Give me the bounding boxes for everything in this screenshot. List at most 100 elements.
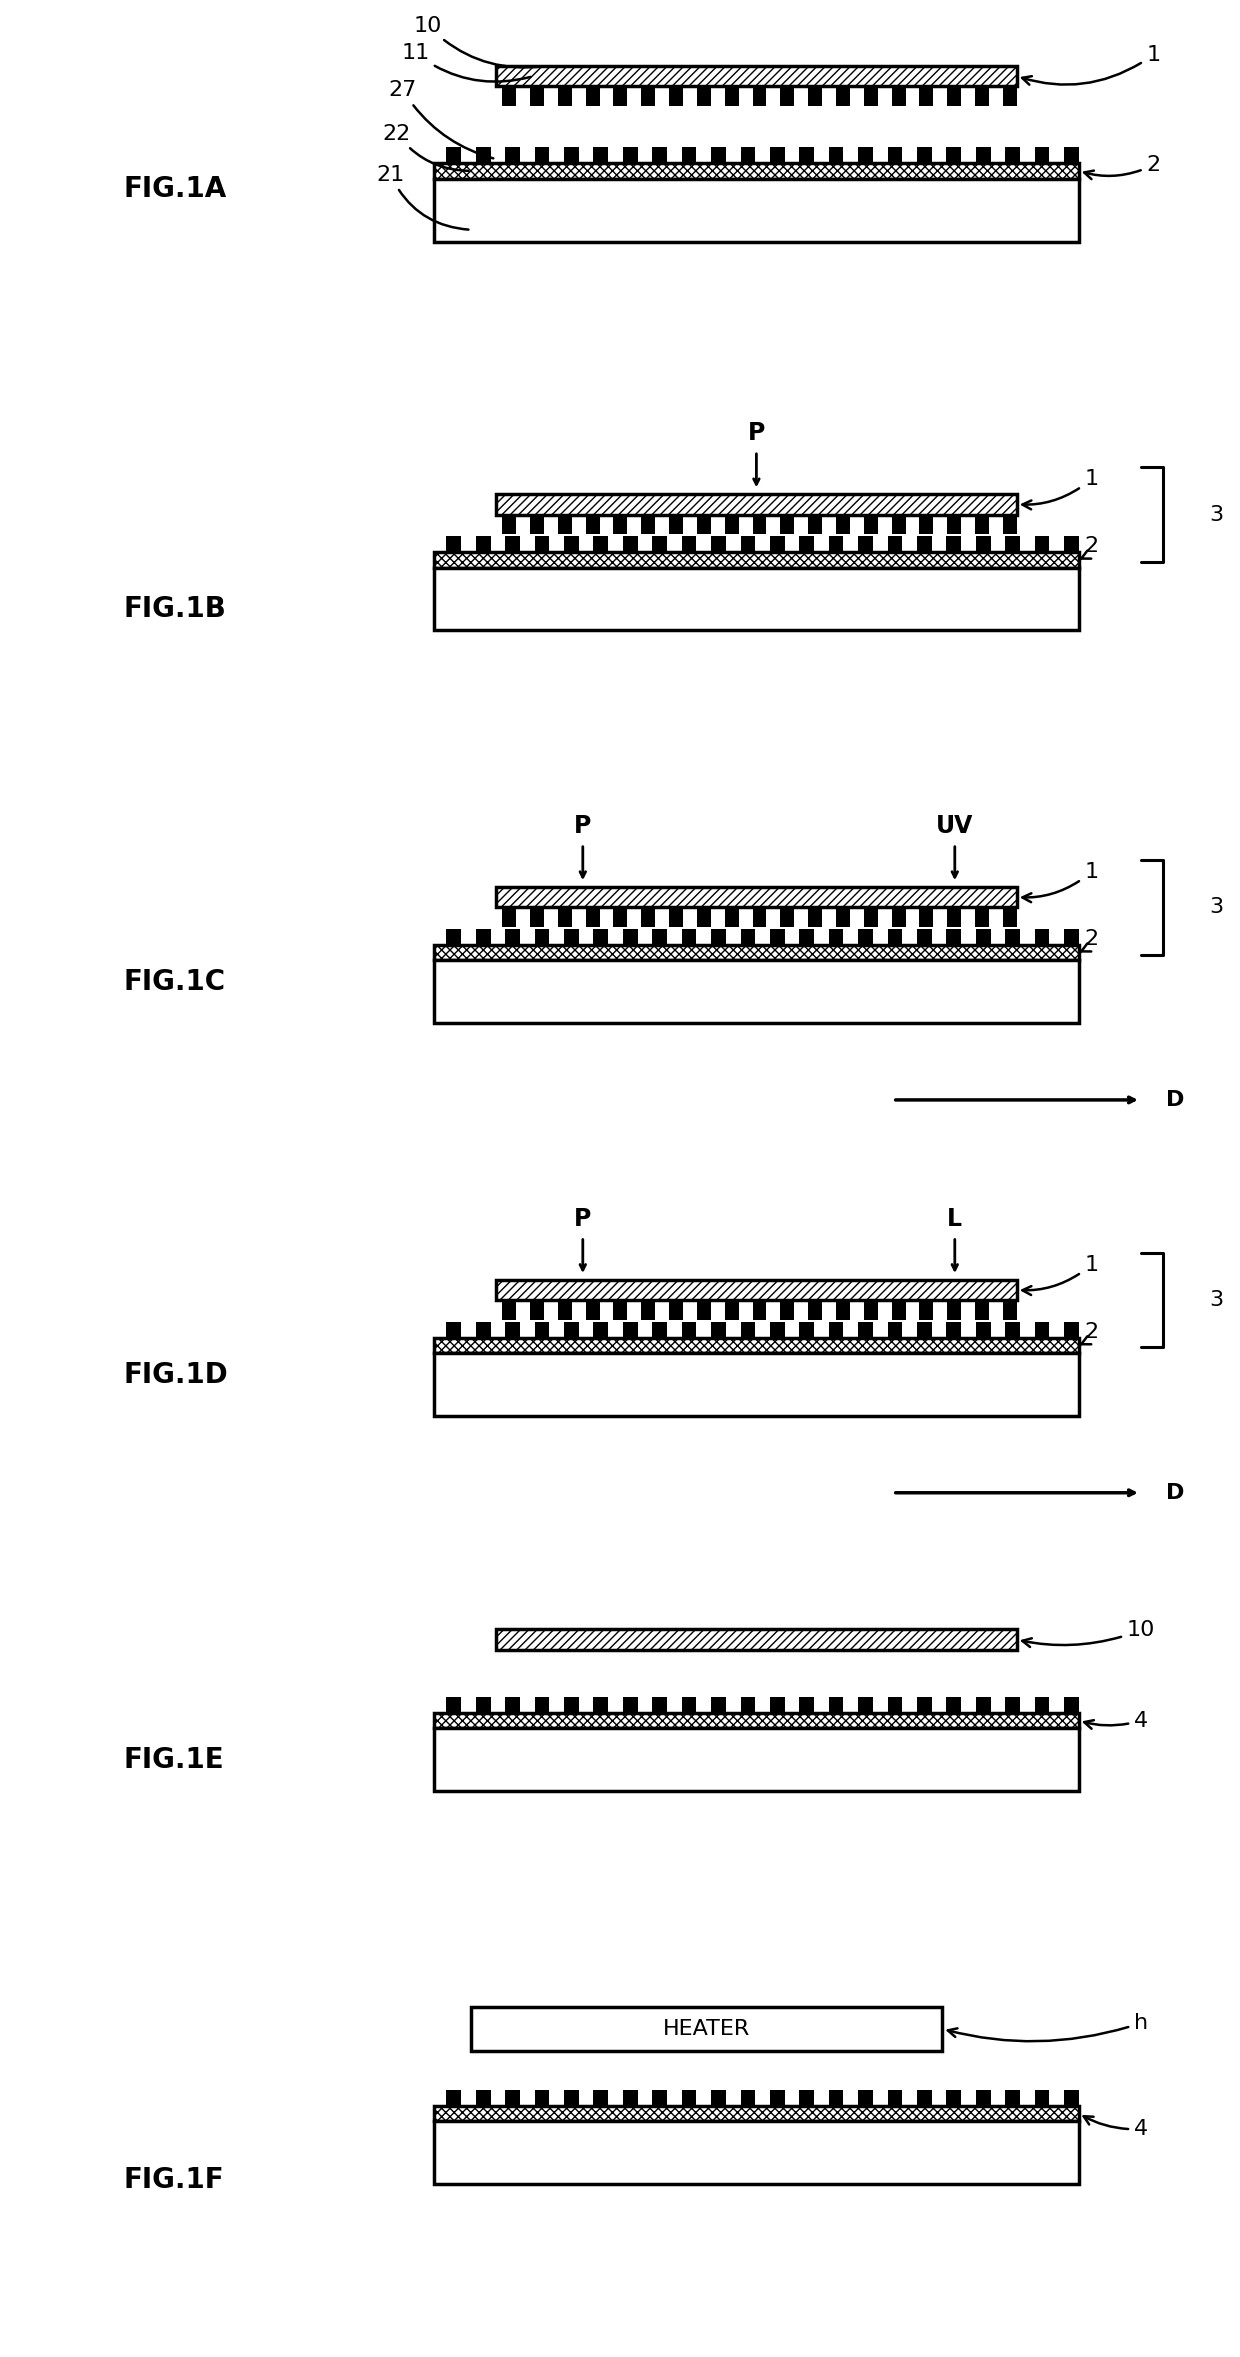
Bar [1006,1697,1021,1714]
Bar [529,1301,544,1320]
Bar [800,535,815,552]
Bar [946,1697,961,1714]
Bar [622,1322,637,1339]
Text: 4: 4 [1084,2117,1148,2140]
Bar [1006,2091,1021,2105]
Bar [558,514,572,535]
Bar [502,1301,516,1320]
Bar [622,146,637,163]
Text: h: h [947,2013,1148,2041]
Bar [594,146,608,163]
Bar [434,2121,1079,2185]
Bar [622,929,637,945]
Bar [892,907,905,926]
Bar [724,907,739,926]
Bar [564,1322,579,1339]
Bar [780,514,795,535]
Bar [594,1697,608,1714]
Bar [918,535,931,552]
Bar [496,1280,1017,1301]
Bar [892,514,905,535]
Bar [529,87,544,106]
Bar [1064,2091,1079,2105]
Bar [740,535,755,552]
Bar [476,535,491,552]
Text: 10: 10 [414,16,543,68]
Bar [697,87,711,106]
Bar [780,907,795,926]
Bar [800,929,815,945]
Text: FIG.1A: FIG.1A [124,174,227,203]
Bar [918,929,931,945]
Bar [670,87,683,106]
Text: 11: 11 [402,42,531,82]
Bar [505,535,520,552]
Bar [1064,535,1079,552]
Bar [919,514,934,535]
Bar [864,1301,878,1320]
Bar [753,907,766,926]
Bar [558,907,572,926]
Bar [888,1697,903,1714]
Text: P: P [748,422,765,445]
Bar [828,929,843,945]
Text: UV: UV [936,813,973,839]
Bar [434,2105,1079,2121]
Bar [1003,87,1017,106]
Bar [770,929,785,945]
Bar [1006,929,1021,945]
Text: FIG.1F: FIG.1F [124,2166,224,2194]
Bar [670,1301,683,1320]
Bar [652,146,667,163]
Bar [585,907,600,926]
Text: HEATER: HEATER [663,2020,750,2039]
Bar [622,535,637,552]
Text: 1: 1 [1022,469,1099,509]
Text: FIG.1B: FIG.1B [124,594,227,622]
Text: 27: 27 [389,80,494,158]
Bar [858,535,873,552]
Bar [888,929,903,945]
Bar [641,87,655,106]
Bar [622,2091,637,2105]
Bar [1006,1322,1021,1339]
Text: 2: 2 [1079,535,1099,559]
Bar [446,1697,461,1714]
Bar [770,1697,785,1714]
Bar [502,514,516,535]
Bar [1006,146,1021,163]
Bar [652,1697,667,1714]
Bar [975,87,990,106]
Bar [558,87,572,106]
Bar [800,146,815,163]
Bar [975,907,990,926]
Bar [888,535,903,552]
Text: FIG.1E: FIG.1E [124,1747,224,1775]
Text: 10: 10 [1022,1619,1154,1648]
Text: P: P [574,1207,591,1230]
Text: 2: 2 [1084,156,1161,179]
Bar [888,2091,903,2105]
Bar [434,962,1079,1023]
Bar [471,2008,942,2051]
Bar [711,2091,725,2105]
Bar [947,1301,961,1320]
Bar [446,146,461,163]
Bar [828,535,843,552]
Text: 4: 4 [1084,1711,1148,1730]
Bar [711,929,725,945]
Bar [946,146,961,163]
Bar [858,146,873,163]
Bar [502,907,516,926]
Bar [892,1301,905,1320]
Bar [682,1322,697,1339]
Bar [740,2091,755,2105]
Bar [724,87,739,106]
Bar [505,2091,520,2105]
Bar [697,514,711,535]
Bar [446,1322,461,1339]
Bar [919,87,934,106]
Bar [888,146,903,163]
Bar [918,1322,931,1339]
Bar [919,907,934,926]
